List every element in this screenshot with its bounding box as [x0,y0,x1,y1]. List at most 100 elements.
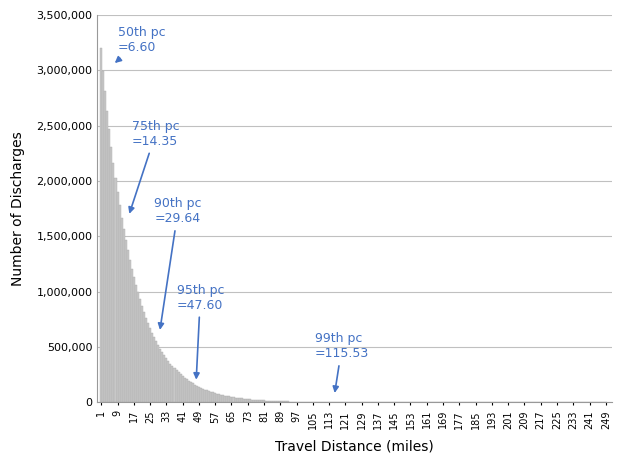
Bar [194,385,196,402]
Bar [135,285,137,402]
Bar [251,399,253,402]
Bar [277,401,279,402]
Bar [285,401,287,402]
Bar [271,401,273,402]
Bar [153,337,155,402]
Bar [188,381,190,402]
Bar [178,372,179,402]
Bar [237,398,239,402]
Bar [171,366,173,402]
Bar [184,378,186,402]
Bar [275,401,277,402]
Bar [221,395,222,402]
Bar [259,400,261,402]
Bar [165,358,168,402]
Bar [204,390,206,402]
Bar [169,364,171,402]
Bar [121,218,123,402]
Bar [143,312,145,402]
Bar [273,401,275,402]
Bar [133,277,135,402]
Bar [149,328,151,402]
Bar [282,401,283,402]
Bar [118,205,121,402]
Bar [279,401,282,402]
Bar [269,401,271,402]
Bar [161,352,163,402]
Bar [131,269,133,402]
Bar [283,401,285,402]
Bar [240,399,243,402]
Bar [265,400,267,402]
Bar [210,392,212,402]
Bar [239,398,240,402]
Bar [216,394,218,402]
Bar [147,323,149,402]
Bar [104,92,107,402]
Bar [214,393,216,402]
Bar [115,178,117,402]
Bar [261,400,263,402]
Text: 75th pc
=14.35: 75th pc =14.35 [129,120,179,212]
Bar [110,146,113,402]
Bar [107,111,108,402]
Bar [232,397,234,402]
Bar [212,392,214,402]
X-axis label: Travel Distance (miles): Travel Distance (miles) [275,440,434,454]
Bar [231,397,232,402]
Bar [137,292,139,402]
Text: 90th pc
=29.64: 90th pc =29.64 [154,197,202,328]
Bar [198,387,200,402]
Bar [200,388,202,402]
Bar [186,379,188,402]
Bar [113,163,115,402]
Bar [192,383,194,402]
Bar [139,299,141,402]
Bar [224,396,226,402]
Bar [168,361,169,402]
Bar [145,318,147,402]
Bar [100,48,102,402]
Bar [249,399,251,402]
Bar [102,71,104,402]
Text: 99th pc
=115.53: 99th pc =115.53 [315,332,369,391]
Y-axis label: Number of Discharges: Number of Discharges [11,132,25,286]
Bar [234,398,237,402]
Bar [157,345,159,402]
Bar [243,399,245,402]
Bar [255,400,257,402]
Text: 95th pc
=47.60: 95th pc =47.60 [176,284,224,378]
Bar [163,355,165,402]
Bar [253,400,255,402]
Bar [141,306,143,402]
Bar [226,396,229,402]
Bar [202,389,204,402]
Bar [108,129,110,402]
Bar [190,382,192,402]
Bar [173,368,176,402]
Bar [196,385,198,402]
Bar [126,250,129,402]
Bar [125,240,126,402]
Bar [179,374,182,402]
Bar [222,395,224,402]
Text: 50th pc
=6.60: 50th pc =6.60 [116,26,165,62]
Bar [117,192,118,402]
Bar [267,401,269,402]
Bar [229,397,231,402]
Bar [287,401,290,402]
Bar [176,371,178,402]
Bar [218,394,221,402]
Bar [245,399,247,402]
Bar [257,400,259,402]
Bar [155,341,157,402]
Bar [247,399,249,402]
Bar [123,229,125,402]
Bar [151,332,153,402]
Bar [263,400,265,402]
Bar [159,349,161,402]
Bar [129,260,131,402]
Bar [182,376,184,402]
Bar [206,390,208,402]
Bar [208,391,210,402]
